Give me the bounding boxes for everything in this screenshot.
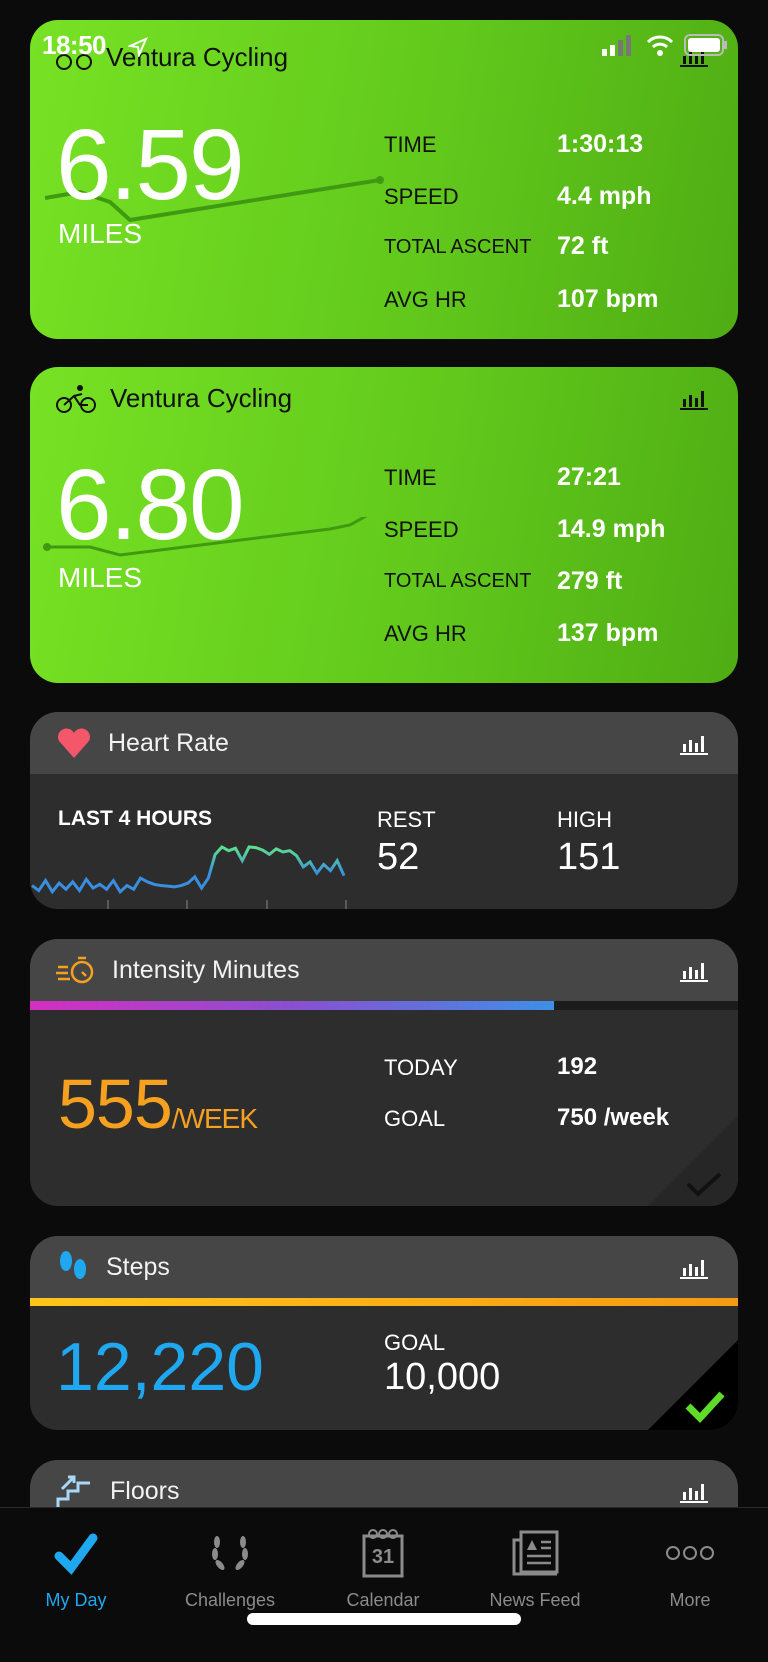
period-label: LAST 4 HOURS <box>58 807 213 830</box>
tab-calendar[interactable]: 31 Calendar <box>313 1528 453 1610</box>
goal-met-check-icon <box>648 1340 738 1430</box>
stopwatch-icon <box>56 956 94 984</box>
stat-value: 1:30:13 <box>557 130 644 158</box>
stat-value: 72 ft <box>557 232 609 260</box>
wifi-icon <box>646 35 674 56</box>
activity-card[interactable]: Ventura Cycling 6.59 MILES TIME 1:30:13 … <box>30 20 738 339</box>
home-indicator[interactable] <box>247 1613 521 1625</box>
tab-more[interactable]: More <box>620 1528 760 1610</box>
card-title: Heart Rate <box>108 728 229 757</box>
stat-label: SPEED <box>384 517 459 542</box>
steps-card[interactable]: Steps 12,220 GOAL 10,000 <box>30 1236 738 1430</box>
footprints-icon <box>60 1251 86 1279</box>
tab-bar: My Day Challenges 31 Calendar News Feed M… <box>0 1507 768 1662</box>
intensity-progress-bar <box>30 1001 738 1010</box>
heart-rate-card[interactable]: Heart Rate LAST 4 HOURS REST 52 HIGH 151 <box>30 712 738 909</box>
calendar-day: 31 <box>371 1546 395 1568</box>
stat-label: TIME <box>384 465 437 490</box>
stat-label: TOTAL ASCENT <box>384 236 532 258</box>
stairs-icon <box>56 1475 90 1507</box>
card-title: Steps <box>106 1252 170 1281</box>
card-title: Intensity Minutes <box>112 955 300 984</box>
tab-label: More <box>669 1590 711 1610</box>
checkmark-icon <box>54 1533 98 1575</box>
high-value: 151 <box>557 836 621 878</box>
cyclist-icon <box>56 384 96 413</box>
stat-value: 14.9 mph <box>557 515 666 543</box>
tab-label: News Feed <box>489 1590 581 1610</box>
stat-value: 107 bpm <box>557 285 659 313</box>
stat-value: 27:21 <box>557 463 621 491</box>
more-dots-icon <box>666 1546 714 1560</box>
tab-news-feed[interactable]: News Feed <box>465 1528 605 1610</box>
calendar-icon <box>362 1529 404 1578</box>
tab-label: My Day <box>45 1590 107 1610</box>
today-label: TODAY <box>384 1055 458 1080</box>
laurel-icon <box>212 1536 248 1570</box>
stat-value: 137 bpm <box>557 619 659 647</box>
activity-card[interactable]: Ventura Cycling 6.80 MILES TIME 27:21 SP… <box>30 367 738 683</box>
goal-label: GOAL <box>384 1106 446 1131</box>
stat-value: 4.4 mph <box>557 182 652 210</box>
stats-icon[interactable] <box>680 385 708 411</box>
tab-challenges[interactable]: Challenges <box>160 1528 300 1610</box>
activity-title: Ventura Cycling <box>110 383 293 413</box>
distance-unit: MILES <box>58 218 143 249</box>
stat-value: 279 ft <box>557 567 623 595</box>
stats-icon[interactable] <box>680 42 708 68</box>
goal-value: 750 /week <box>557 1104 670 1131</box>
stat-label: SPEED <box>384 184 459 209</box>
tab-label: Challenges <box>184 1590 276 1610</box>
stats-icon[interactable] <box>680 730 708 756</box>
location-icon <box>128 37 148 57</box>
stats-icon[interactable] <box>680 957 708 983</box>
bike-icon <box>56 53 92 70</box>
stat-label: TIME <box>384 132 437 157</box>
goal-label: GOAL <box>384 1330 446 1355</box>
intensity-value: 555/WEEK <box>58 1065 258 1143</box>
heart-rate-line <box>31 845 346 895</box>
rest-value: 52 <box>377 836 420 878</box>
today-value: 192 <box>557 1053 598 1080</box>
heart-rate-sparkline <box>31 845 347 909</box>
goal-check-icon <box>648 1116 738 1206</box>
rest-label: REST <box>377 807 436 832</box>
stats-icon[interactable] <box>680 1478 708 1504</box>
stat-label: AVG HR <box>384 621 467 646</box>
route-map <box>44 176 384 223</box>
stat-label: AVG HR <box>384 287 467 312</box>
distance-unit: MILES <box>58 562 143 593</box>
steps-value: 12,220 <box>56 1329 264 1405</box>
tab-label: Calendar <box>346 1590 420 1610</box>
goal-value: 10,000 <box>384 1356 501 1398</box>
high-label: HIGH <box>557 807 612 832</box>
route-map <box>43 517 368 557</box>
distance-value: 6.80 <box>56 449 245 561</box>
steps-progress-bar <box>30 1298 738 1306</box>
status-time: 18:50 <box>42 30 107 60</box>
signal-icon <box>602 35 631 56</box>
tab-my-day[interactable]: My Day <box>6 1528 146 1610</box>
newspaper-icon <box>512 1530 559 1576</box>
stats-icon[interactable] <box>680 1254 708 1280</box>
card-title: Floors <box>110 1476 180 1505</box>
status-bar: 18:50 <box>0 0 768 60</box>
heart-icon <box>58 728 90 758</box>
stat-label: TOTAL ASCENT <box>384 570 532 592</box>
intensity-minutes-card[interactable]: Intensity Minutes 555/WEEK TODAY 192 GOA… <box>30 939 738 1206</box>
battery-icon <box>684 34 727 56</box>
distance-value: 6.59 <box>56 109 245 221</box>
